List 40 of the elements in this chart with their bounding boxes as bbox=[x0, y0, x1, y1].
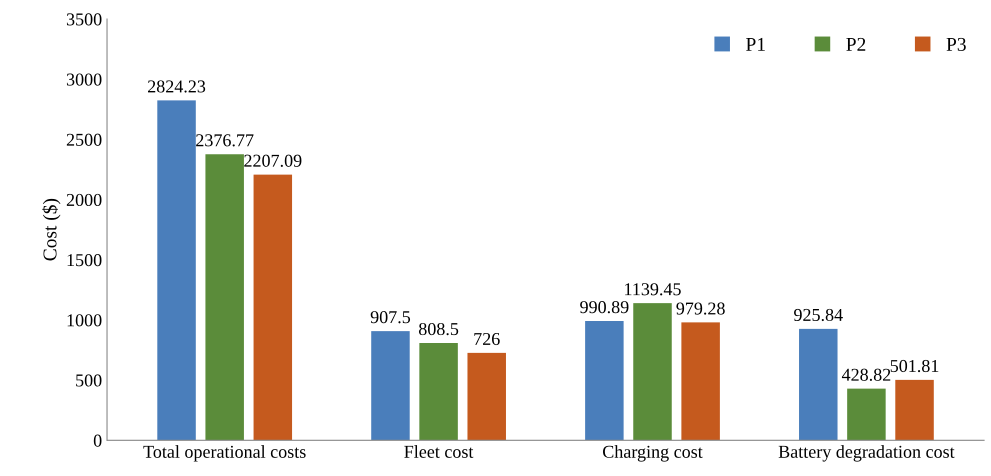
data-label: 925.84 bbox=[794, 308, 843, 322]
data-label: 726 bbox=[474, 332, 500, 346]
bar bbox=[633, 303, 672, 440]
bar bbox=[371, 331, 410, 440]
x-tick-label: Total operational costs bbox=[143, 445, 306, 462]
bar bbox=[799, 328, 838, 440]
bar bbox=[467, 352, 506, 440]
bar bbox=[847, 388, 886, 440]
bar bbox=[419, 342, 458, 440]
y-tick-label: 0 bbox=[94, 434, 102, 447]
data-label: 979.28 bbox=[676, 302, 725, 315]
legend-label: P3 bbox=[946, 38, 966, 51]
data-label: 501.81 bbox=[890, 360, 938, 372]
x-tick-label: Fleet cost bbox=[404, 445, 474, 458]
bar bbox=[254, 174, 292, 440]
data-label: 1139.45 bbox=[625, 283, 681, 296]
legend-label: P2 bbox=[846, 38, 866, 51]
data-label: 808.5 bbox=[418, 322, 458, 336]
legend-label: P1 bbox=[746, 38, 765, 51]
bar bbox=[205, 154, 244, 440]
y-tick-label: 2000 bbox=[66, 194, 102, 206]
data-label: 2824.23 bbox=[148, 80, 206, 93]
x-tick-label: Charging cost bbox=[603, 445, 703, 462]
data-label: 2207.09 bbox=[244, 154, 302, 167]
y-tick-label: 3500 bbox=[66, 13, 102, 26]
bar bbox=[585, 321, 624, 440]
y-tick-label: 2500 bbox=[66, 134, 102, 146]
data-label: 428.82 bbox=[842, 368, 890, 381]
bar bbox=[895, 380, 934, 440]
y-tick-label: 1500 bbox=[68, 254, 102, 266]
y-tick-label: 3000 bbox=[66, 73, 102, 86]
bar bbox=[681, 322, 720, 440]
x-tick-label: Battery degradation cost bbox=[778, 445, 955, 462]
y-tick-label: 500 bbox=[76, 374, 102, 387]
y-axis-title: Cost ($) bbox=[42, 198, 60, 260]
data-label: 990.89 bbox=[580, 301, 628, 314]
data-label: 2376.77 bbox=[196, 134, 254, 146]
bar bbox=[157, 100, 196, 440]
data-label: 907.5 bbox=[370, 311, 410, 324]
y-tick-label: 1000 bbox=[68, 314, 102, 326]
